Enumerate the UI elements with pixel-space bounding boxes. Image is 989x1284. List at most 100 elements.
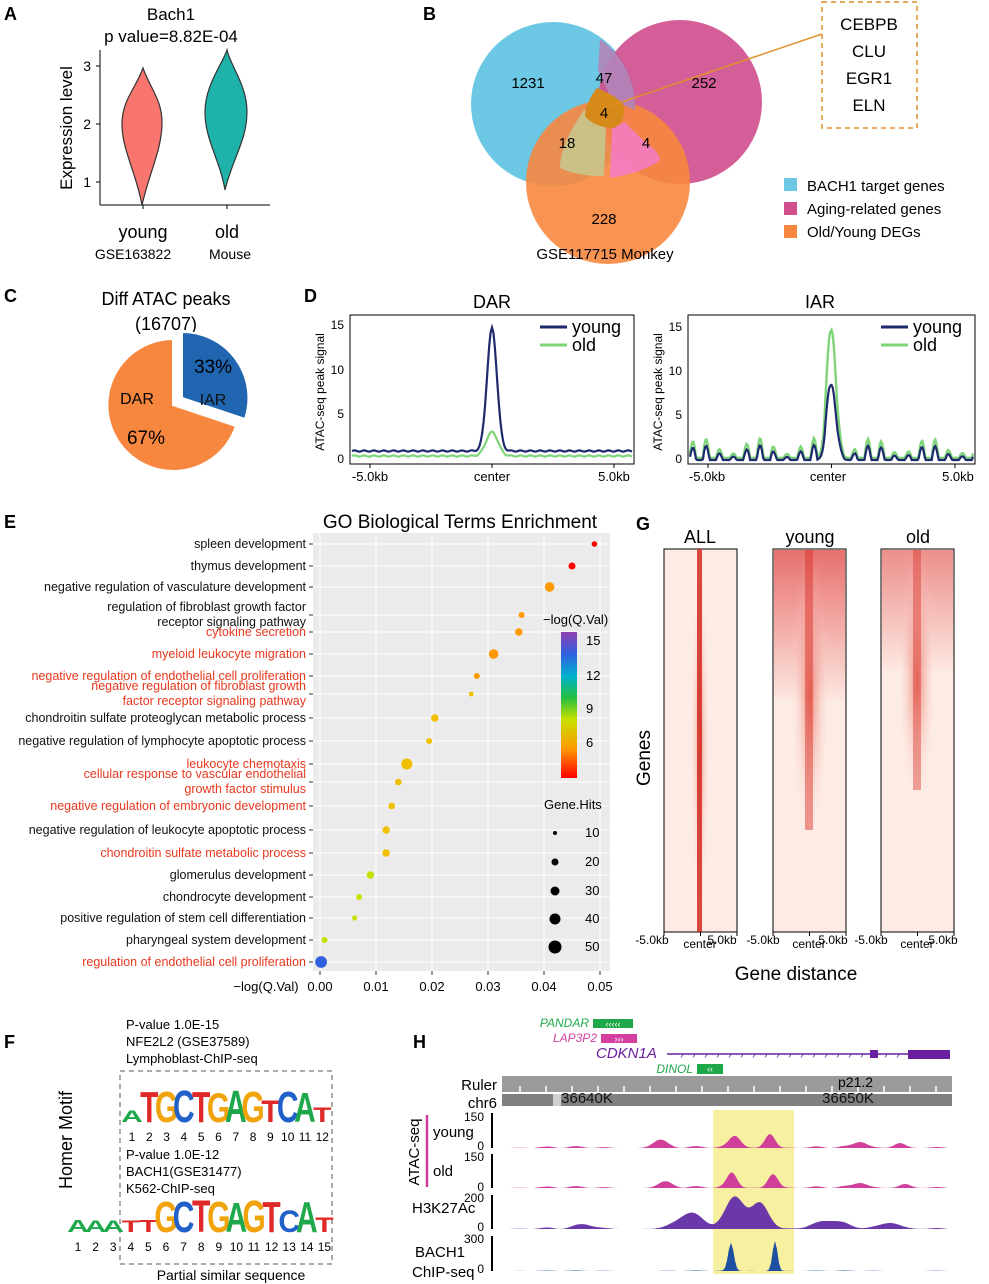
motif-letter: C xyxy=(173,1192,195,1241)
go-term-dot xyxy=(431,714,439,722)
dar-xtick-center: center xyxy=(474,469,511,484)
venn-gene-item: ELN xyxy=(852,96,885,115)
gene-strand-arrow: › xyxy=(848,1050,851,1061)
go-term-label: positive regulation of stem cell differe… xyxy=(60,911,306,925)
track-max-old: 150 xyxy=(464,1150,484,1164)
pie-pct-dar: 67% xyxy=(127,428,165,449)
panel-e-xtick-label: 0.02 xyxy=(419,979,444,994)
panel-e-color-legend-title: −log(Q.Val) xyxy=(543,612,608,627)
gene-strand-arrow: › xyxy=(692,1050,695,1061)
motif1-pvalue: P-value 1.0E-15 xyxy=(126,1017,219,1032)
panel-f-caption: Partial similar sequence xyxy=(157,1267,306,1283)
track-label-chipseq: ChIP-seq xyxy=(412,1264,475,1281)
gene-strand-arrow: › xyxy=(716,1050,719,1061)
go-term-dot xyxy=(352,915,358,921)
panel-a-group-old: old xyxy=(215,222,239,242)
panel-e-xticks: 0.00 0.01 0.02 0.03 0.04 0.05 xyxy=(307,971,613,994)
panel-e-title: GO Biological Terms Enrichment xyxy=(323,512,598,533)
track-label-bach1: BACH1 xyxy=(415,1244,465,1261)
gene-strand-lap3p2: ››› xyxy=(615,1034,624,1044)
panel-d: D DAR IAR ATAC-seq peak signal ATAC-seq … xyxy=(304,286,976,484)
motif2-name: BACH1(GSE31477) xyxy=(126,1164,242,1179)
iar-ytick: 5 xyxy=(675,408,682,422)
go-term-dot xyxy=(591,541,598,547)
panel-e-color-tick: 9 xyxy=(586,701,593,716)
go-term-label-cont: factor receptor signaling pathway xyxy=(123,694,307,708)
ruler-ticks xyxy=(519,1086,937,1106)
panel-g: G ALL young old Genes -5.0kb center 5.0k… xyxy=(634,514,958,985)
go-term-label: negative regulation of vasculature devel… xyxy=(44,580,307,594)
chrom-ideogram xyxy=(502,1094,952,1106)
venn-count-aging-degs: 4 xyxy=(642,135,650,152)
gene-label-pandar: PANDAR xyxy=(540,1016,589,1030)
motif-letter: A xyxy=(226,1194,248,1241)
heatmap-xtick: 5.0kb xyxy=(818,933,848,947)
iar-legend-young: young xyxy=(913,317,962,337)
panel-a-title-pvalue: p value=8.82E-04 xyxy=(104,27,238,46)
dar-ytick: 10 xyxy=(331,363,345,377)
motif-position: 3 xyxy=(110,1240,117,1254)
gene-strand-arrow: › xyxy=(788,1050,791,1061)
motif-letter: A xyxy=(85,1218,107,1236)
motif-position: 2 xyxy=(92,1240,99,1254)
pie-slice-dar xyxy=(106,337,238,472)
ruler-pos1: 36640K xyxy=(561,1090,613,1107)
panel-d-dar-ylabel: ATAC-seq peak signal xyxy=(313,333,327,451)
gene-label-cdkn1a: CDKN1A xyxy=(596,1045,657,1062)
go-term-label: spleen development xyxy=(194,537,306,551)
motif-letter: G xyxy=(154,1192,177,1241)
panel-a-group-young: young xyxy=(118,222,167,242)
panel-f-ylabel: Homer Motif xyxy=(56,1090,76,1189)
go-term-label: cellular response to vascular endothelia… xyxy=(84,767,306,781)
heatmap-col-young: young xyxy=(785,527,834,547)
size-legend-dot xyxy=(551,858,559,866)
heatmap-xtick: -5.0kb xyxy=(635,933,669,947)
motif-position: 3 xyxy=(163,1130,170,1144)
motif1-name: NFE2L2 (GSE37589) xyxy=(126,1034,250,1049)
gene-strand-arrow: › xyxy=(860,1050,863,1061)
venn-count-bach1-degs: 18 xyxy=(559,135,576,152)
venn-count-center: 4 xyxy=(600,105,608,122)
ruler-label: Ruler xyxy=(461,1077,497,1094)
gene-body-lap3p2 xyxy=(601,1034,637,1043)
heatmap-col-old: old xyxy=(906,527,930,547)
gene-strand-arrow: › xyxy=(884,1050,887,1061)
go-term-label-cont: receptor signaling pathway xyxy=(157,615,306,629)
go-term-label: chondroitin sulfate proteoglycan metabol… xyxy=(25,711,306,725)
gene-strand-arrow: › xyxy=(812,1050,815,1061)
dar-ytick: 5 xyxy=(337,407,344,421)
venn-gene-item: CLU xyxy=(852,42,886,61)
panel-d-dar-title: DAR xyxy=(473,292,511,312)
ideogram-band xyxy=(553,1094,561,1106)
motif-position: 4 xyxy=(127,1240,134,1254)
motif-letter: T xyxy=(122,1218,141,1236)
motif-letter: G xyxy=(155,1082,178,1131)
panel-a-ytick: 2 xyxy=(83,116,91,132)
go-term-label: negative regulation of embryonic develop… xyxy=(50,799,306,813)
size-legend-label: 30 xyxy=(585,883,599,898)
venn-count-bach1-aging: 47 xyxy=(596,70,613,87)
legend-label-degs: Old/Young DEGs xyxy=(807,224,921,241)
motif-position: 5 xyxy=(198,1130,205,1144)
motif1-source: Lymphoblast-ChIP-seq xyxy=(126,1051,258,1066)
panel-c-count: (16707) xyxy=(135,314,197,334)
motif-dashed-box xyxy=(119,1070,333,1265)
track-min-bach1: 0 xyxy=(477,1262,484,1276)
motif1-positions: 1 2 3 4 5 6 7 8 9 10 11 12 xyxy=(129,1130,330,1144)
go-term-label: regulation of fibroblast growth factor xyxy=(107,600,306,614)
go-term-label: thymus development xyxy=(191,559,307,573)
heatmap-xtick: center xyxy=(900,937,933,951)
motif-position: 1 xyxy=(129,1130,136,1144)
panel-e-color-bar xyxy=(561,632,577,778)
panel-e-xtick-label: 0.05 xyxy=(587,979,612,994)
panel-a-ytick: 1 xyxy=(83,174,91,190)
gene-strand-dinol: ‹‹ xyxy=(707,1064,713,1074)
venn-gene-item: CEBPB xyxy=(840,15,898,34)
iar-ytick: 10 xyxy=(669,364,683,378)
panel-e-xtick-label: 0.03 xyxy=(475,979,500,994)
venn-gene-list-box xyxy=(821,1,918,129)
ruler-bar xyxy=(502,1076,952,1092)
venn-count-aging-only: 252 xyxy=(691,75,716,92)
panel-label-f: F xyxy=(4,1032,15,1052)
